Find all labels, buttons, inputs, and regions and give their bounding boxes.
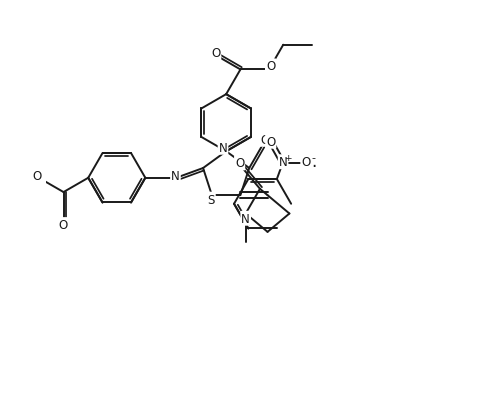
Text: O: O [59,219,68,231]
Text: O: O [266,60,275,73]
Text: +: + [285,154,292,162]
Text: O: O [266,136,275,148]
Text: N: N [241,212,250,225]
Text: N: N [171,170,180,182]
Text: O: O [211,47,221,60]
Text: O: O [260,134,269,146]
Text: N: N [219,142,227,154]
Text: ·: · [311,158,316,176]
Text: O: O [301,156,310,169]
Text: O: O [235,157,244,170]
Text: S: S [207,193,215,206]
Text: O: O [32,169,41,182]
Text: N: N [279,156,287,169]
Text: -: - [311,153,315,163]
